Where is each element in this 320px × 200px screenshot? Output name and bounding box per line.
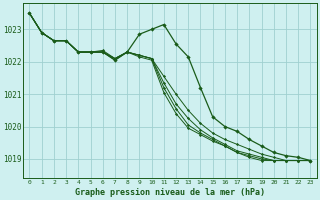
X-axis label: Graphe pression niveau de la mer (hPa): Graphe pression niveau de la mer (hPa) — [75, 188, 265, 197]
